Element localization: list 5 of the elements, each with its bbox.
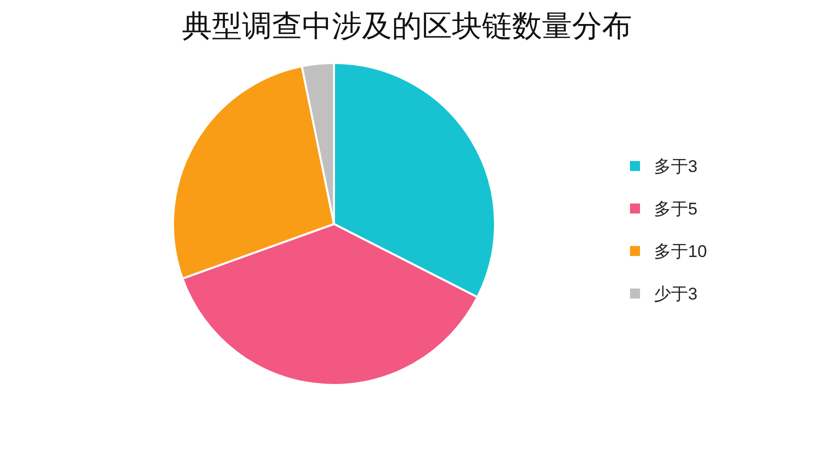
legend-label: 少于3 bbox=[654, 284, 698, 304]
chart-title: 典型调查中涉及的区块链数量分布 bbox=[182, 10, 632, 43]
legend-label: 多于5 bbox=[654, 200, 698, 218]
legend-label: 多于10 bbox=[654, 242, 707, 261]
legend-label: 多于3 bbox=[654, 157, 698, 176]
